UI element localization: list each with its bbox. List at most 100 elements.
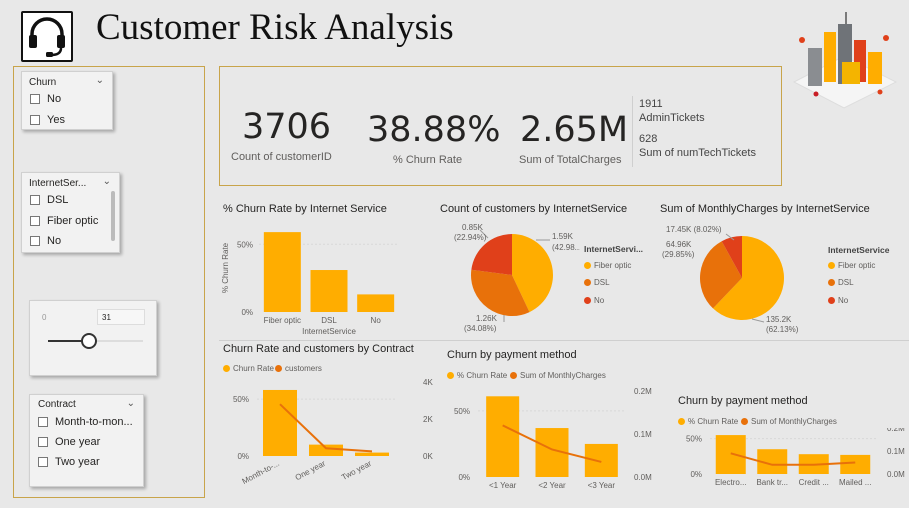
contract-combo-chart: 50% 0% 4K 2K 0K Month-to-... One year Two year xyxy=(233,378,433,486)
tenure-slider-slicer[interactable]: 0 31 xyxy=(29,300,157,376)
x-tick-label: <3 Year xyxy=(588,481,616,490)
data-label: (62.13%) xyxy=(766,325,799,334)
kpi-count-label: Count of customerID xyxy=(231,151,332,163)
chevron-down-icon[interactable]: ⌄ xyxy=(95,75,104,86)
legend-churn-rate: Churn Rate xyxy=(223,364,274,373)
y-tick-label: 50% xyxy=(686,435,702,444)
kpi-charges-value: 2.65M xyxy=(520,110,629,150)
churn-option-no[interactable]: No xyxy=(30,93,61,105)
bar xyxy=(263,389,297,456)
internet-option-no[interactable]: No xyxy=(30,235,61,247)
x-axis-label: InternetService xyxy=(302,327,356,336)
bar xyxy=(310,270,348,312)
contract-option-month[interactable]: Month-to-mon... xyxy=(38,416,133,428)
pie-slice xyxy=(721,236,742,278)
series-line xyxy=(502,424,602,463)
checkbox[interactable] xyxy=(30,236,40,246)
slider-handle[interactable] xyxy=(81,333,97,349)
internet-service-slicer[interactable]: InternetSer... ⌄ DSL Fiber optic No xyxy=(21,172,120,253)
internet-option-fiber[interactable]: Fiber optic xyxy=(30,215,98,227)
contract-option-two-year[interactable]: Two year xyxy=(38,456,100,468)
chart-title: Churn by payment method xyxy=(447,349,577,361)
x-tick-label: Credit ... xyxy=(799,478,829,487)
scrollbar[interactable] xyxy=(111,191,115,241)
slider-min: 0 xyxy=(42,313,47,322)
bar xyxy=(355,452,389,456)
x-tick-label: Fiber optic xyxy=(264,316,301,325)
internet-slicer-title: InternetSer... xyxy=(29,178,87,189)
data-label: (34.08%) xyxy=(464,324,497,333)
chart-title: Count of customers by InternetService xyxy=(440,203,628,215)
y2-tick-label: 0.1M xyxy=(634,430,652,439)
leader-line xyxy=(751,318,765,323)
bar xyxy=(309,444,343,456)
y2-tick-label: 0.2M xyxy=(634,387,652,396)
option-label: One year xyxy=(55,436,101,448)
x-tick-label: DSL xyxy=(321,316,337,325)
data-label: 135.2K xyxy=(766,315,792,324)
checkbox[interactable] xyxy=(38,437,48,447)
contract-slicer[interactable]: Contract ⌄ Month-to-mon... One year Two … xyxy=(29,394,144,487)
kpi-churn-rate-value: 38.88% xyxy=(367,110,501,150)
slider-value: 31 xyxy=(102,313,111,322)
pie-slice xyxy=(512,234,553,313)
y-tick-label: 50% xyxy=(237,240,253,249)
kpi-admin-value: 1911 xyxy=(639,98,663,110)
slider-value-box[interactable]: 31 xyxy=(97,309,145,325)
y-tick-label: 0% xyxy=(241,308,253,317)
y-tick-label: 50% xyxy=(233,395,249,404)
y2-tick-label: 2K xyxy=(423,415,433,424)
bar xyxy=(357,294,395,312)
checkbox[interactable] xyxy=(30,94,40,104)
checkbox[interactable] xyxy=(30,216,40,226)
churn-option-yes[interactable]: Yes xyxy=(30,114,65,126)
pie-slice xyxy=(471,269,530,316)
leader-line xyxy=(479,229,489,239)
checkbox[interactable] xyxy=(38,417,48,427)
leader-line xyxy=(725,233,735,241)
checkbox[interactable] xyxy=(38,457,48,467)
legend-monthly-charges: Sum of MonthlyCharges xyxy=(741,417,837,426)
payment-method-chart-2: 50% 0% 0.2M 0.1M 0.0M Electro... Bank tr... Cre… xyxy=(686,428,905,487)
legend-monthly-charges: Sum of MonthlyCharges xyxy=(510,371,606,380)
chevron-down-icon[interactable]: ⌄ xyxy=(102,176,111,187)
checkbox[interactable] xyxy=(30,195,40,205)
checkbox[interactable] xyxy=(30,115,40,125)
legend-churn-rate: % Churn Rate xyxy=(447,371,507,380)
data-label: 1.59K xyxy=(552,232,574,241)
option-label: DSL xyxy=(47,194,69,206)
option-label: Yes xyxy=(47,114,65,126)
kpi-charges-label: Sum of TotalCharges xyxy=(519,154,622,166)
chart-title: Sum of MonthlyCharges by InternetService xyxy=(660,203,870,215)
contract-slicer-title: Contract xyxy=(38,399,76,410)
legend-fiber: Fiber optic xyxy=(584,261,631,270)
option-label: Month-to-mon... xyxy=(55,416,133,428)
x-tick-label: Two year xyxy=(340,459,373,482)
chart-title: Churn Rate and customers by Contract xyxy=(223,343,414,355)
chart-title: Churn by payment method xyxy=(678,395,808,407)
contract-option-one-year[interactable]: One year xyxy=(38,436,100,448)
option-label: Two year xyxy=(55,456,100,468)
option-label: No xyxy=(47,93,62,105)
chevron-down-icon[interactable]: ⌄ xyxy=(126,398,135,409)
y2-tick-label: 0K xyxy=(423,452,433,461)
kpi-admin-label: AdminTickets xyxy=(639,112,705,124)
legend-title: InternetService xyxy=(828,245,890,255)
payment-method-chart-1: 50% 0% 0.2M 0.1M 0.0M <1 Year <2 Year <3 Year xyxy=(454,387,652,490)
internet-option-dsl[interactable]: DSL xyxy=(30,194,68,206)
row-divider xyxy=(219,340,909,341)
kpi-panel: 3706 Count of customerID 38.88% % Churn … xyxy=(219,66,782,186)
y-tick-label: 50% xyxy=(454,407,470,416)
bar xyxy=(840,454,871,474)
churn-slicer[interactable]: Churn ⌄ No Yes xyxy=(21,71,113,130)
x-tick-label: Mailed ... xyxy=(839,478,871,487)
data-label: 64.96K xyxy=(666,240,692,249)
count-internet-pie-chart: 1.59K (42.98... 0.85K(22.94%) 1.26K(34.08%) xyxy=(454,223,580,333)
slider-fill xyxy=(48,340,90,342)
y-tick-label: 0% xyxy=(237,452,249,461)
y2-tick-label: 4K xyxy=(423,378,433,387)
y2-tick-label: 0.2M xyxy=(887,428,905,433)
filter-panel xyxy=(13,66,205,498)
headset-icon xyxy=(29,17,65,57)
kpi-churn-rate-label: % Churn Rate xyxy=(393,154,463,166)
